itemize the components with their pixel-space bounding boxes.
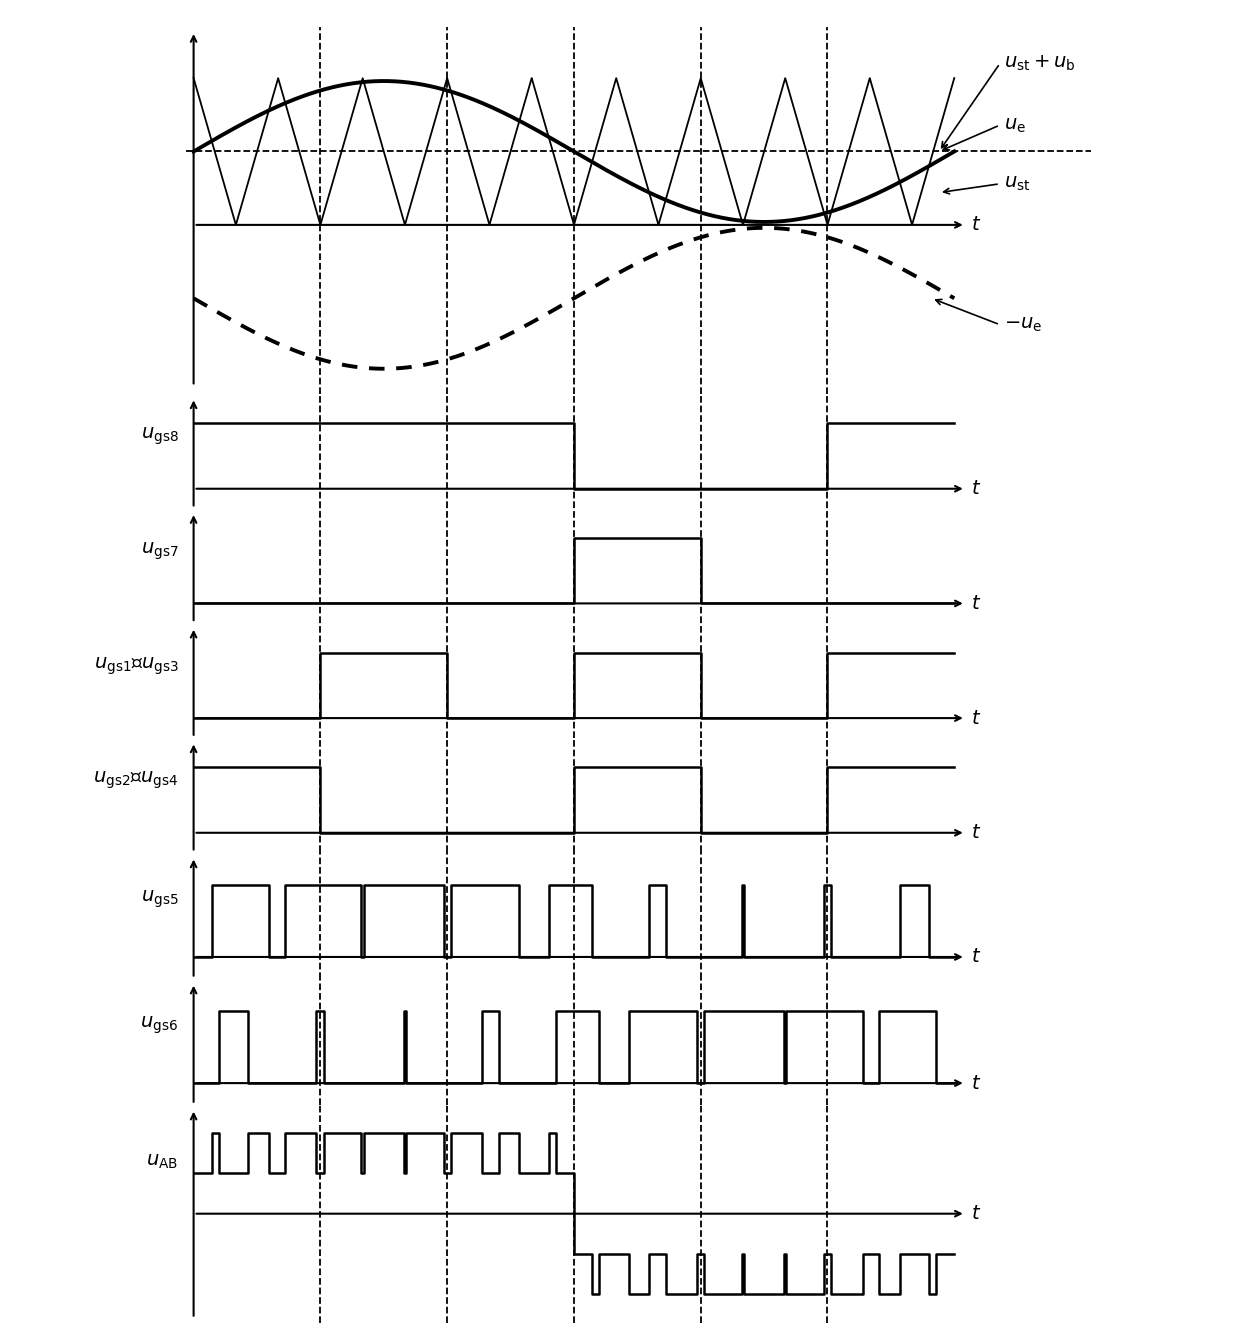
Text: $u_{\mathrm{gs5}}$: $u_{\mathrm{gs5}}$ xyxy=(141,888,179,910)
Text: $-u_{\mathrm{e}}$: $-u_{\mathrm{e}}$ xyxy=(1003,315,1042,334)
Text: $u_{\mathrm{gs6}}$: $u_{\mathrm{gs6}}$ xyxy=(140,1015,179,1037)
Text: $t$: $t$ xyxy=(971,708,981,728)
Text: $u_{\mathrm{gs2}}$、$u_{\mathrm{gs4}}$: $u_{\mathrm{gs2}}$、$u_{\mathrm{gs4}}$ xyxy=(93,770,179,791)
Text: $t$: $t$ xyxy=(971,480,981,498)
Text: $u_{\mathrm{gs7}}$: $u_{\mathrm{gs7}}$ xyxy=(141,540,179,562)
Text: $t$: $t$ xyxy=(971,823,981,842)
Text: $u_{\mathrm{st}}+u_{\mathrm{b}}$: $u_{\mathrm{st}}+u_{\mathrm{b}}$ xyxy=(1003,53,1075,73)
Text: $t$: $t$ xyxy=(971,1074,981,1093)
Text: $t$: $t$ xyxy=(971,215,981,234)
Text: $u_{\mathrm{gs8}}$: $u_{\mathrm{gs8}}$ xyxy=(140,426,179,448)
Text: $u_{\mathrm{e}}$: $u_{\mathrm{e}}$ xyxy=(1003,116,1025,135)
Text: $u_{\mathrm{AB}}$: $u_{\mathrm{AB}}$ xyxy=(146,1152,179,1170)
Text: $u_{\mathrm{st}}$: $u_{\mathrm{st}}$ xyxy=(1003,174,1030,194)
Text: $t$: $t$ xyxy=(971,1204,981,1224)
Text: $t$: $t$ xyxy=(971,595,981,613)
Text: $u_{\mathrm{gs1}}$、$u_{\mathrm{gs3}}$: $u_{\mathrm{gs1}}$、$u_{\mathrm{gs3}}$ xyxy=(93,655,179,676)
Text: $t$: $t$ xyxy=(971,947,981,966)
